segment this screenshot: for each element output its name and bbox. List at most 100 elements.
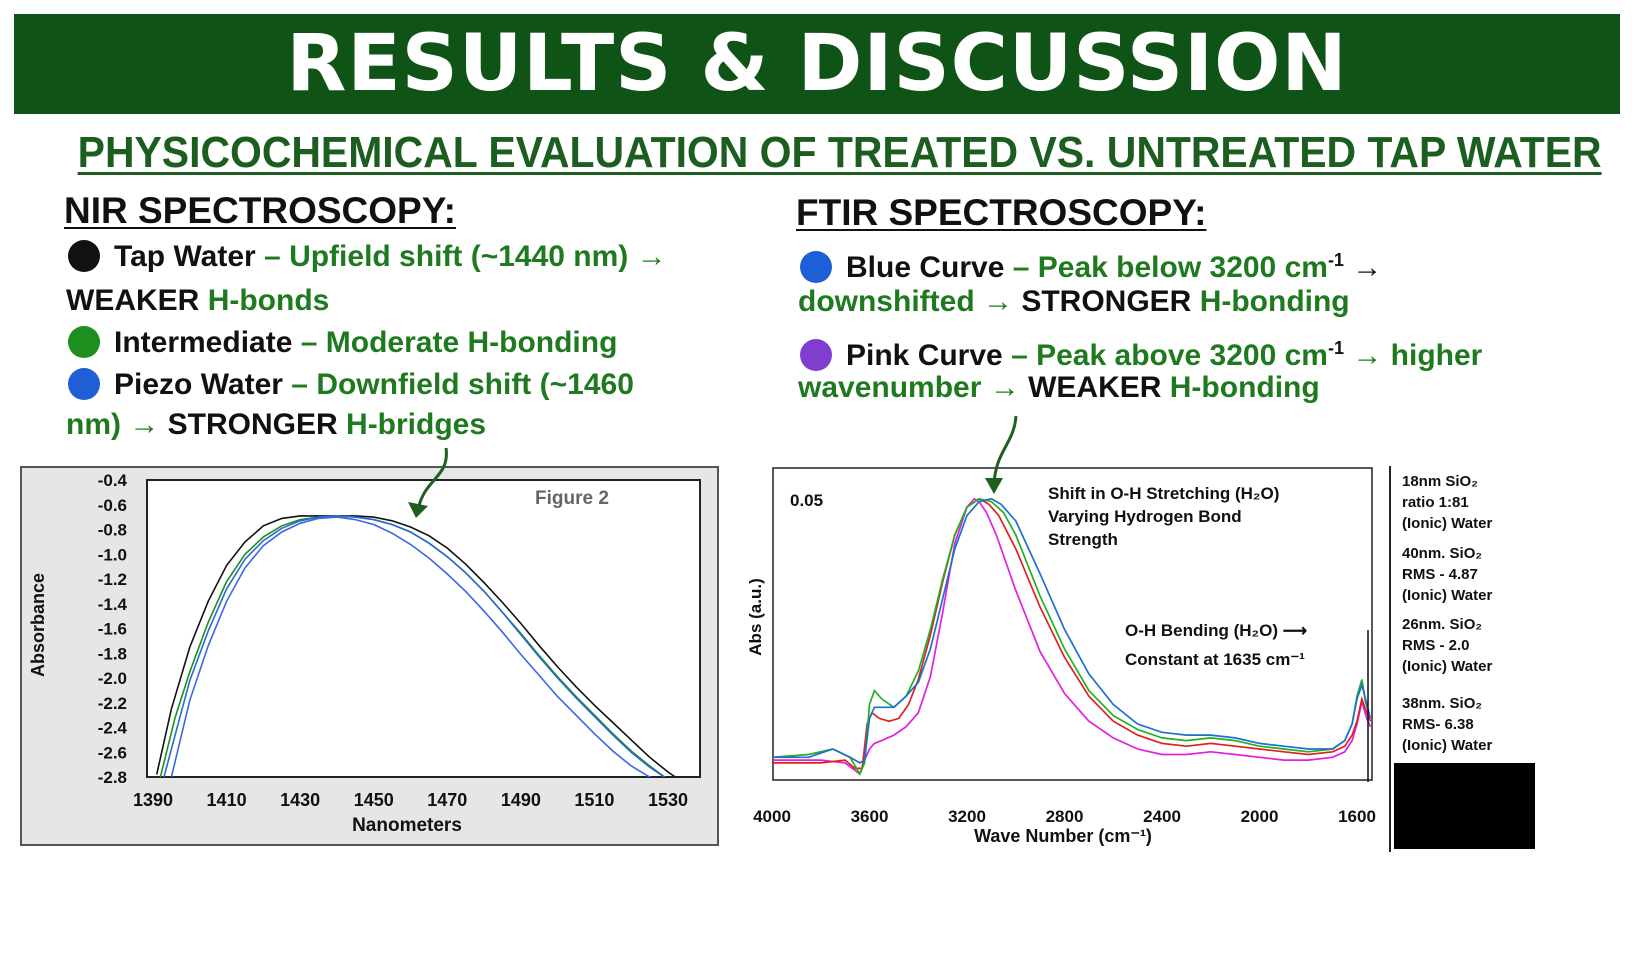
nir-x-tick-label: 1430 bbox=[280, 790, 320, 810]
nir-item-piezo-water: Piezo Water – Downfield shift (~1460 bbox=[68, 368, 634, 402]
nir-x-tick-label: 1470 bbox=[427, 790, 467, 810]
ftir-item-desc: Peak below 3200 cm bbox=[1037, 251, 1328, 284]
ftir-x-tick-label: 3600 bbox=[851, 807, 889, 826]
emphasis-text: STRONGER bbox=[1021, 285, 1192, 318]
ftir-item-name: Blue Curve bbox=[846, 251, 1005, 284]
ftir-item-desc-cont: downshifted → bbox=[798, 285, 1013, 318]
nir-y-tick-label: -2.2 bbox=[98, 694, 127, 713]
nir-x-tick-label: 1450 bbox=[354, 790, 394, 810]
nir-series-line bbox=[170, 516, 652, 777]
ftir-legend-text: RMS- 6.38 bbox=[1402, 716, 1474, 733]
nir-chart-title: Figure 2 bbox=[535, 488, 609, 509]
nir-y-axis: -0.4 -0.6 -0.8 -1.0 -1.2 -1.4 -1.6 -1.8 -2.0 -2.2… bbox=[98, 471, 128, 787]
nir-y-tick-label: -0.4 bbox=[98, 471, 128, 490]
nir-y-tick-label: -2.0 bbox=[98, 669, 127, 688]
arrow-text: → bbox=[1352, 251, 1383, 284]
ftir-item-blue-curve-cont: downshifted → STRONGER H-bonding bbox=[798, 285, 1350, 319]
ftir-legend-text: 26nm. SiO₂ bbox=[1402, 616, 1482, 633]
ftir-arrow-shaft bbox=[992, 415, 1018, 485]
nir-item-name: Piezo Water bbox=[114, 368, 283, 401]
ftir-item-desc-cont: H-bonding bbox=[1169, 371, 1320, 404]
ftir-legend-text: 38nm. SiO₂ bbox=[1402, 695, 1482, 712]
black-dot-icon bbox=[68, 240, 100, 272]
ftir-legend-text: RMS - 4.87 bbox=[1402, 566, 1478, 583]
ftir-legend-text: (Ionic) Water bbox=[1402, 587, 1492, 604]
nir-item-desc-cont: H-bonds bbox=[207, 284, 330, 317]
ftir-annotation-line: Varying Hydrogen Bond bbox=[1048, 507, 1242, 526]
emphasis-text: STRONGER bbox=[167, 408, 338, 441]
nir-y-tick-label: -2.8 bbox=[98, 768, 127, 787]
ftir-annotation-line: O-H Bending (H₂O) ⟶ bbox=[1125, 621, 1307, 640]
nir-x-tick-label: 1530 bbox=[648, 790, 688, 810]
ftir-item-pink-curve-cont: wavenumber → WEAKER H-bonding bbox=[798, 371, 1320, 405]
nir-series-group bbox=[155, 515, 677, 777]
nir-x-tick-label: 1490 bbox=[501, 790, 541, 810]
nir-y-tick-label: -0.8 bbox=[98, 521, 127, 540]
nir-x-axis: 1390 1410 1430 1450 1470 1490 1510 1530 bbox=[133, 790, 688, 810]
nir-item-desc: Downfield shift (~1460 bbox=[316, 368, 634, 401]
ftir-series-group bbox=[773, 497, 1372, 776]
nir-y-tick-label: -1.4 bbox=[98, 595, 128, 614]
nir-x-tick-label: 1410 bbox=[207, 790, 247, 810]
nir-item-name: Intermediate bbox=[114, 326, 293, 359]
nir-annotation-arrow-icon bbox=[408, 447, 448, 518]
nir-item-intermediate: Intermediate – Moderate H-bonding bbox=[68, 326, 617, 360]
dash: – bbox=[1012, 251, 1030, 284]
ftir-annotation-line: Strength bbox=[1048, 530, 1118, 549]
ftir-series-line bbox=[773, 497, 1372, 764]
ftir-series-line bbox=[773, 497, 1372, 776]
superscript: -1 bbox=[1327, 250, 1344, 270]
ftir-annotation-line: Shift in O-H Stretching (H₂O) bbox=[1048, 484, 1279, 503]
ftir-legend-text: (Ionic) Water bbox=[1402, 737, 1492, 754]
ftir-x-label: Wave Number (cm⁻¹) bbox=[974, 826, 1152, 846]
ftir-item-desc: Peak above 3200 cm bbox=[1036, 339, 1328, 372]
nir-item-piezo-water-cont: nm) → STRONGER H-bridges bbox=[66, 408, 486, 442]
nir-item-desc-cont: H-bridges bbox=[346, 408, 487, 441]
ftir-legend-text: 18nm SiO₂ bbox=[1402, 473, 1478, 490]
ftir-x-tick-label: 2800 bbox=[1046, 807, 1084, 826]
dash: – bbox=[1011, 339, 1028, 372]
ftir-arrow-head bbox=[985, 478, 1003, 494]
ftir-plot-area bbox=[772, 467, 1373, 781]
nir-y-tick-label: -2.6 bbox=[98, 743, 127, 762]
dash: – bbox=[300, 326, 318, 359]
blue-dot-icon bbox=[68, 368, 100, 400]
green-dot-icon bbox=[68, 326, 100, 358]
nir-y-tick-label: -1.2 bbox=[98, 570, 127, 589]
nir-arrow-head bbox=[408, 502, 428, 518]
nir-y-tick-label: -0.6 bbox=[98, 496, 127, 515]
ftir-bending-annotation: O-H Bending (H₂O) ⟶ Constant at 1635 cm⁻… bbox=[1125, 621, 1307, 669]
ftir-legend-text: (Ionic) Water bbox=[1402, 658, 1492, 675]
nir-x-tick-label: 1390 bbox=[133, 790, 173, 810]
ftir-x-tick-label: 4000 bbox=[753, 807, 791, 826]
ftir-item-blue-curve: Blue Curve – Peak below 3200 cm-1 → bbox=[800, 243, 1382, 285]
ftir-x-axis: 4000 3600 3200 2800 2400 2000 1600 bbox=[753, 807, 1376, 826]
purple-dot-icon bbox=[800, 339, 832, 371]
superscript: -1 bbox=[1327, 338, 1344, 358]
ftir-legend-text: ratio 1:81 bbox=[1402, 494, 1469, 511]
ftir-series-line bbox=[773, 497, 1372, 776]
page-title: RESULTS & DISCUSSION bbox=[286, 19, 1348, 109]
emphasis-text: WEAKER bbox=[1028, 371, 1162, 404]
arrow-text: → higher bbox=[1352, 339, 1483, 372]
ftir-section: FTIR SPECTROSCOPY: bbox=[796, 192, 1206, 234]
ftir-annotation-line: Constant at 1635 cm⁻¹ bbox=[1125, 650, 1305, 669]
ftir-item-desc-cont: wavenumber → bbox=[798, 371, 1020, 404]
emphasis-text: WEAKER bbox=[66, 284, 200, 317]
nir-series-line bbox=[163, 515, 666, 777]
ftir-legend-text: 40nm. SiO₂ bbox=[1402, 545, 1482, 562]
ftir-legend-text: (Ionic) Water bbox=[1402, 515, 1492, 532]
dash: – bbox=[264, 240, 281, 273]
dash: – bbox=[291, 368, 308, 401]
nir-y-tick-label: -1.0 bbox=[98, 545, 127, 564]
title-banner: RESULTS & DISCUSSION bbox=[14, 14, 1620, 114]
nir-item-tap-water: Tap Water – Upfield shift (~1440 nm) → bbox=[68, 240, 667, 274]
ftir-x-tick-label: 3200 bbox=[948, 807, 986, 826]
ftir-item-pink-curve: Pink Curve – Peak above 3200 cm-1 → high… bbox=[800, 331, 1482, 373]
nir-x-label: Nanometers bbox=[352, 815, 462, 836]
ftir-item-name: Pink Curve bbox=[846, 339, 1003, 372]
blue-dot-icon bbox=[800, 251, 832, 283]
ftir-legend: 18nm SiO₂ ratio 1:81 (Ionic) Water 40nm. Si… bbox=[1402, 473, 1492, 754]
ftir-y-label: Abs (a.u.) bbox=[746, 578, 765, 655]
